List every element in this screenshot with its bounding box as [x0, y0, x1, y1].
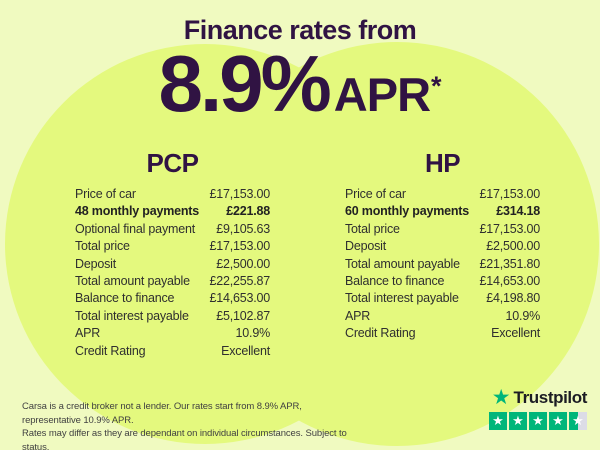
row-value: Excellent — [491, 326, 540, 341]
hp-column: HP Price of car £17,153.00 60 monthly pa… — [345, 148, 540, 343]
table-row: Price of car £17,153.00 — [75, 186, 270, 203]
row-label: Total amount payable — [345, 256, 460, 271]
trustpilot-widget: ★ Trustpilot ★ ★ ★ ★ ★ — [489, 387, 587, 430]
trustpilot-logo: ★ Trustpilot — [489, 386, 588, 409]
row-value: £22,255.87 — [209, 274, 270, 289]
table-row: Total amount payable £22,255.87 — [75, 273, 270, 290]
pcp-column: PCP Price of car £17,153.00 48 monthly p… — [75, 148, 270, 360]
row-value: £4,198.80 — [486, 291, 540, 306]
star-icon: ★ — [529, 412, 547, 430]
pcp-heading: PCP — [146, 148, 199, 178]
row-value: 10.9% — [235, 326, 271, 341]
row-label: Credit Rating — [345, 326, 416, 341]
table-row: 48 monthly payments £221.88 — [75, 203, 270, 220]
table-row: Price of car £17,153.00 — [345, 186, 540, 203]
table-row: Total interest payable £4,198.80 — [345, 290, 540, 307]
table-row: Deposit £2,500.00 — [345, 238, 540, 255]
table-row: 60 monthly payments £314.18 — [345, 203, 540, 220]
row-label: Total price — [345, 221, 400, 236]
background-circle-right — [195, 42, 599, 446]
row-value: £17,153.00 — [209, 239, 270, 254]
star-icon: ★ — [509, 412, 527, 430]
row-label: Total price — [75, 239, 130, 254]
row-value: £14,653.00 — [479, 274, 540, 289]
row-label: APR — [75, 326, 101, 341]
row-label: Price of car — [345, 187, 406, 201]
row-value: Excellent — [221, 343, 270, 358]
hp-heading: HP — [424, 148, 461, 178]
table-row: Total price £17,153.00 — [75, 238, 270, 255]
row-value: 10.9% — [505, 308, 541, 323]
row-value: £9,105.63 — [216, 221, 270, 236]
trustpilot-wordmark: Trustpilot — [513, 387, 588, 407]
row-label: 48 monthly payments — [75, 204, 200, 219]
row-value: £14,653.00 — [209, 291, 270, 306]
row-label: Credit Rating — [75, 343, 146, 358]
row-label: Total interest payable — [75, 308, 189, 323]
rate-value: 8.9% — [158, 39, 331, 128]
row-value: £2,500.00 — [486, 239, 540, 254]
row-label: Total amount payable — [75, 274, 190, 289]
rate-asterisk: * — [431, 71, 442, 101]
headline-rate: 8.9% APR * — [0, 44, 600, 124]
row-label: Price of car — [75, 187, 136, 201]
legal-disclaimer: Carsa is a credit broker not a lender. O… — [22, 400, 352, 450]
row-label: Total interest payable — [345, 291, 459, 306]
table-row: Total price £17,153.00 — [345, 221, 540, 238]
star-icon: ★ — [489, 412, 507, 430]
row-value: £2,500.00 — [216, 256, 270, 271]
table-row: Credit Rating Excellent — [75, 343, 270, 360]
star-icon: ★ — [549, 412, 567, 430]
row-label: Balance to finance — [75, 291, 175, 306]
row-value: £5,102.87 — [216, 308, 270, 323]
row-label: Optional final payment — [75, 221, 195, 236]
half-star-icon: ★ — [569, 412, 587, 430]
trustpilot-rating-stars: ★ ★ ★ ★ ★ — [489, 412, 587, 430]
table-row: Deposit £2,500.00 — [75, 256, 270, 273]
table-row: APR 10.9% — [345, 308, 540, 325]
row-label: Deposit — [75, 256, 116, 271]
disclaimer-line-1: Carsa is a credit broker not a lender. O… — [22, 401, 302, 426]
trustpilot-star-icon: ★ — [491, 386, 511, 409]
table-row: Total interest payable £5,102.87 — [75, 308, 270, 325]
row-value: £221.88 — [226, 204, 270, 219]
table-row: Optional final payment £9,105.63 — [75, 221, 270, 238]
table-row: Balance to finance £14,653.00 — [345, 273, 540, 290]
row-value: £21,351.80 — [479, 256, 540, 271]
row-label: Balance to finance — [345, 274, 445, 289]
row-label: APR — [345, 308, 371, 323]
table-row: Credit Rating Excellent — [345, 325, 540, 342]
table-row: Total amount payable £21,351.80 — [345, 256, 540, 273]
row-value: £314.18 — [496, 204, 540, 219]
row-value: £17,153.00 — [479, 187, 540, 201]
table-row: APR 10.9% — [75, 325, 270, 342]
disclaimer-line-2: Rates may differ as they are dependant o… — [22, 428, 347, 450]
row-label: 60 monthly payments — [345, 204, 470, 219]
row-label: Deposit — [345, 239, 386, 254]
table-row: Balance to finance £14,653.00 — [75, 290, 270, 307]
banner-title: Finance rates from — [183, 15, 417, 45]
rate-apr-label: APR — [333, 68, 431, 121]
row-value: £17,153.00 — [479, 221, 540, 236]
row-value: £17,153.00 — [209, 187, 270, 201]
